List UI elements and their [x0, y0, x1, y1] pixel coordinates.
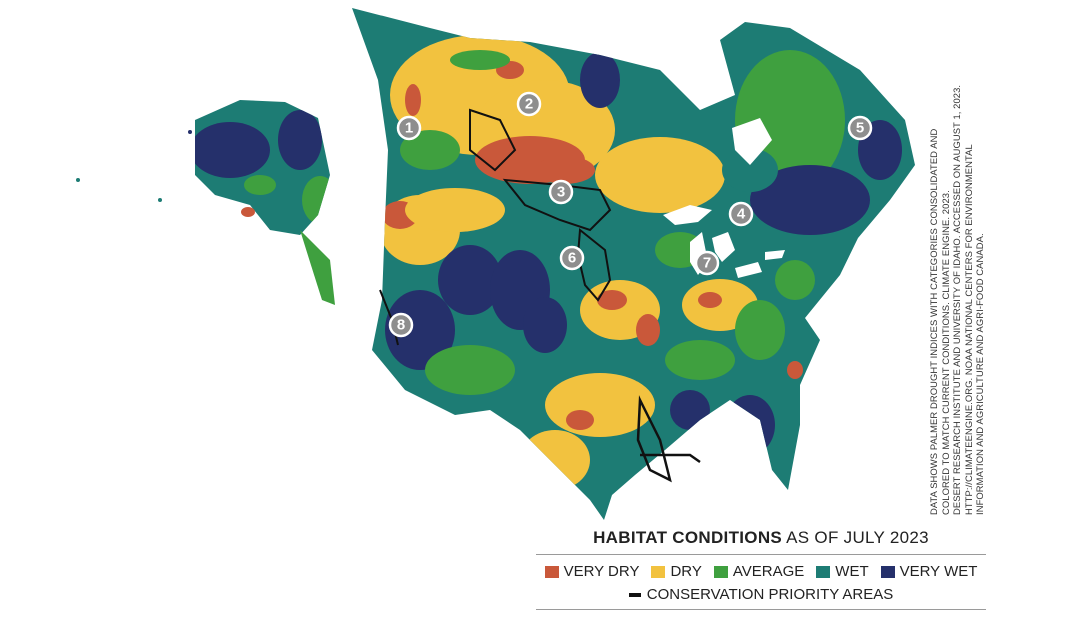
north-america-region	[352, 8, 915, 520]
alaska-region	[76, 100, 335, 305]
very-wet-swatch	[880, 565, 895, 578]
legend-title-bold: HABITAT CONDITIONS	[593, 528, 783, 547]
legend-item-dry: DRY	[651, 563, 702, 580]
priority-area-marker-8: 8	[388, 312, 414, 338]
svg-text:2: 2	[525, 96, 533, 113]
legend-label: VERY DRY	[563, 563, 640, 580]
legend-title-date: AS OF JULY 2023	[782, 528, 929, 547]
svg-text:4: 4	[737, 206, 746, 223]
data-source-credit: DATA SHOWS PALMER DROUGHT INDICES WITH C…	[928, 45, 986, 515]
credit-line: HTTP://CLIMATEENGINE.ORG. NOAA NATIONAL …	[962, 144, 974, 515]
priority-area-marker-6: 6	[559, 245, 585, 271]
priority-area-marker-5: 5	[847, 115, 873, 141]
svg-text:8: 8	[397, 317, 405, 334]
svg-text:7: 7	[703, 255, 711, 272]
dry-swatch	[651, 565, 666, 578]
priority-area-marker-2: 2	[516, 91, 542, 117]
svg-text:3: 3	[557, 184, 565, 201]
credit-line: DESERT RESEARCH INSTITUTE AND UNIVERSITY…	[951, 84, 962, 515]
very-dry-swatch	[544, 565, 559, 578]
legend-item-very-wet: VERY WET	[880, 563, 978, 580]
credit-line: COLORED TO MATCH CURRENT CONDITIONS. CLI…	[939, 190, 951, 515]
legend-item-wet: WET	[816, 563, 869, 580]
svg-text:6: 6	[568, 250, 576, 267]
legend-label: DRY	[670, 563, 702, 580]
legend-priority-areas: CONSERVATION PRIORITY AREAS	[536, 586, 986, 610]
priority-area-marker-3: 3	[548, 179, 574, 205]
legend-label: AVERAGE	[732, 563, 805, 580]
svg-text:1: 1	[405, 120, 413, 137]
legend-item-very-dry: VERY DRY	[544, 563, 640, 580]
legend-label: VERY WET	[899, 563, 978, 580]
priority-line-icon	[628, 592, 641, 597]
average-swatch	[713, 565, 728, 578]
credit-line: DATA SHOWS PALMER DROUGHT INDICES WITH C…	[928, 128, 939, 515]
credit-line: INFORMATION AND AGRICULTURE AND AGRI-FOO…	[974, 233, 985, 515]
priority-area-marker-4: 4	[728, 201, 754, 227]
legend-item-average: AVERAGE	[713, 563, 805, 580]
legend-label: WET	[835, 563, 869, 580]
legend-categories: VERY DRY DRY AVERAGE WET VERY WET	[536, 563, 986, 580]
legend-priority-label: CONSERVATION PRIORITY AREAS	[646, 586, 894, 603]
wet-swatch	[816, 565, 831, 578]
svg-text:5: 5	[856, 120, 864, 137]
map-legend: HABITAT CONDITIONS AS OF JULY 2023 VERY …	[536, 528, 986, 610]
priority-area-marker-1: 1	[396, 115, 422, 141]
priority-area-marker-7: 7	[694, 250, 720, 276]
legend-title: HABITAT CONDITIONS AS OF JULY 2023	[536, 528, 986, 555]
